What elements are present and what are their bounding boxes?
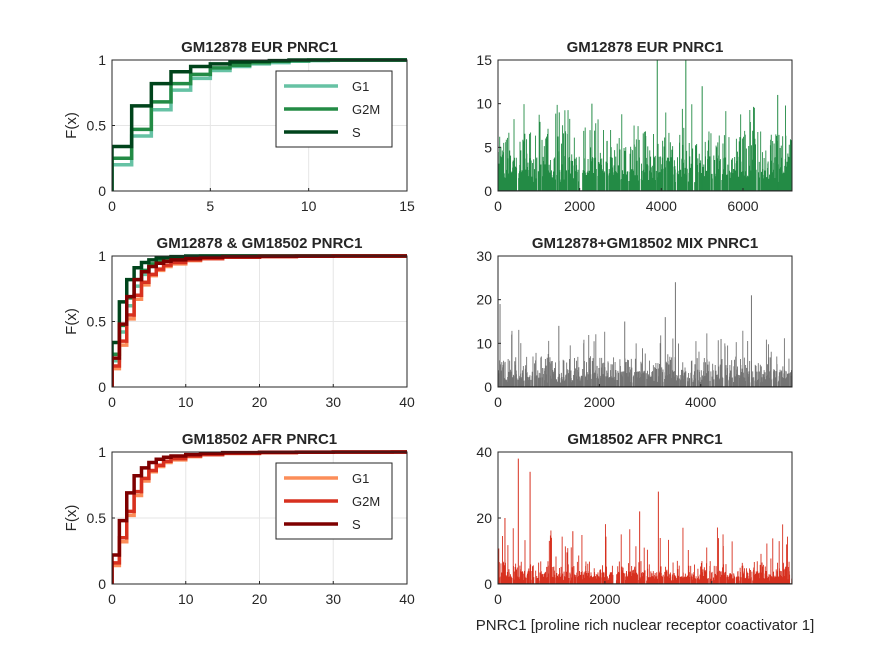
y-tick-label: 0 (98, 183, 106, 199)
y-tick-label: 5 (484, 139, 492, 155)
chart-panel-2: 0 2000 4000 6000 0 5 10 15 GM12878 EUR PNRC1 (476, 39, 793, 214)
x-tick-label: 30 (325, 394, 341, 410)
x-tick-label: 0 (108, 394, 116, 410)
x-tick-label: 5 (206, 198, 214, 214)
x-axis-label: PNRC1 [proline rich nuclear receptor coa… (476, 617, 814, 634)
legend-label: G1 (352, 79, 369, 94)
x-tick-label: 0 (108, 198, 116, 214)
chart-panel-6: 0 2000 4000 0 20 40 GM18502 AFR PNRC1 (476, 431, 793, 607)
x-tick-label: 6000 (727, 198, 758, 214)
y-tick-label: 40 (476, 444, 492, 460)
axes-box (497, 255, 793, 388)
x-tick-label: 0 (494, 198, 502, 214)
legend: G1 G2M S (275, 70, 393, 148)
spike-bars (498, 524, 792, 584)
x-tick-label: 10 (178, 394, 194, 410)
y-tick-label: 0.5 (87, 314, 107, 330)
y-tick-label: 20 (476, 292, 492, 308)
y-tick-label: 1 (98, 52, 106, 68)
legend-label: G1 (352, 471, 369, 486)
x-tick-label: 4000 (646, 198, 677, 214)
ecdf-line-series-3 (112, 254, 407, 387)
axes-box (497, 59, 793, 192)
y-tick-label: 0 (98, 576, 106, 592)
chart-title: GM12878 & GM18502 PNRC1 (157, 235, 363, 252)
legend-label: S (352, 125, 361, 140)
x-tick-label: 2000 (584, 394, 615, 410)
chart-panel-5: 0 10 20 30 40 0 0.5 1 GM18502 AFR PNRC1 F(x) G1 G2M… (63, 431, 415, 607)
chart-panel-1: 0 5 10 15 0 0.5 1 GM12878 EUR PNRC1 F(x) G1 G2M S (63, 39, 415, 214)
x-tick-label: 20 (252, 591, 268, 607)
y-axis-label: F(x) (63, 112, 80, 139)
chart-title: GM12878 EUR PNRC1 (181, 39, 338, 56)
legend-label: G2M (352, 102, 380, 117)
x-tick-label: 4000 (685, 394, 716, 410)
y-axis-label: F(x) (63, 308, 80, 335)
x-tick-label: 4000 (696, 591, 727, 607)
data-layer (498, 282, 792, 387)
x-tick-label: 10 (178, 591, 194, 607)
chart-panel-4: 0 2000 4000 0 10 20 30 GM12878+GM18502 MIX PNRC… (476, 235, 793, 410)
y-tick-label: 0.5 (87, 118, 107, 134)
y-tick-label: 15 (476, 52, 492, 68)
legend-label: G2M (352, 494, 380, 509)
y-axis-label: F(x) (63, 505, 80, 532)
x-tick-label: 40 (399, 591, 415, 607)
chart-title: GM12878+GM18502 MIX PNRC1 (532, 235, 758, 252)
legend: G1 G2M S (275, 462, 393, 540)
chart-title: GM18502 AFR PNRC1 (182, 431, 337, 448)
legend-label: S (352, 517, 361, 532)
chart-title: GM12878 EUR PNRC1 (567, 39, 724, 56)
x-tick-label: 20 (252, 394, 268, 410)
y-tick-label: 0 (484, 183, 492, 199)
y-tick-label: 0 (98, 379, 106, 395)
spike-bars (498, 104, 792, 191)
y-tick-label: 0.5 (87, 510, 107, 526)
x-tick-label: 10 (301, 198, 317, 214)
y-tick-label: 0 (484, 576, 492, 592)
plot-area (498, 452, 792, 584)
x-tick-label: 2000 (564, 198, 595, 214)
data-layer (498, 60, 792, 191)
y-tick-label: 30 (476, 248, 492, 264)
y-tick-label: 10 (476, 96, 492, 112)
x-tick-label: 30 (325, 591, 341, 607)
x-tick-label: 2000 (589, 591, 620, 607)
x-tick-label: 15 (399, 198, 415, 214)
chart-title: GM18502 AFR PNRC1 (567, 431, 722, 448)
spike-bars (498, 329, 792, 387)
x-tick-label: 40 (399, 394, 415, 410)
x-tick-label: 0 (494, 394, 502, 410)
y-tick-label: 0 (484, 379, 492, 395)
x-tick-label: 0 (494, 591, 502, 607)
y-tick-label: 20 (476, 510, 492, 526)
y-tick-label: 1 (98, 444, 106, 460)
chart-panel-3: 0 10 20 30 40 0 0.5 1 GM12878 & GM18502 PNRC1 F(x… (63, 235, 415, 410)
x-tick-label: 0 (108, 591, 116, 607)
data-layer (498, 458, 792, 584)
y-tick-label: 10 (476, 335, 492, 351)
y-tick-label: 1 (98, 248, 106, 264)
